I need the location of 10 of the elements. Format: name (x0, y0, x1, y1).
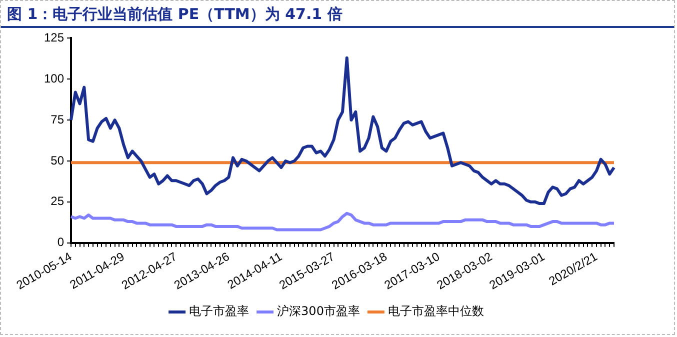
legend-label: 电子市盈率中位数 (388, 304, 484, 318)
y-tick-label: 0 (57, 235, 64, 250)
chart-title: 图 1：电子行业当前估值 PE（TTM）为 47.1 倍 (1, 1, 674, 28)
y-tick-label: 75 (50, 112, 64, 126)
y-tick-label: 25 (50, 194, 64, 208)
y-tick-label: 125 (44, 30, 64, 45)
legend-label: 沪深300市盈率 (277, 304, 360, 318)
y-tick-label: 50 (50, 153, 64, 168)
legend-label: 电子市盈率 (189, 304, 250, 318)
y-tick-label: 100 (44, 71, 64, 86)
